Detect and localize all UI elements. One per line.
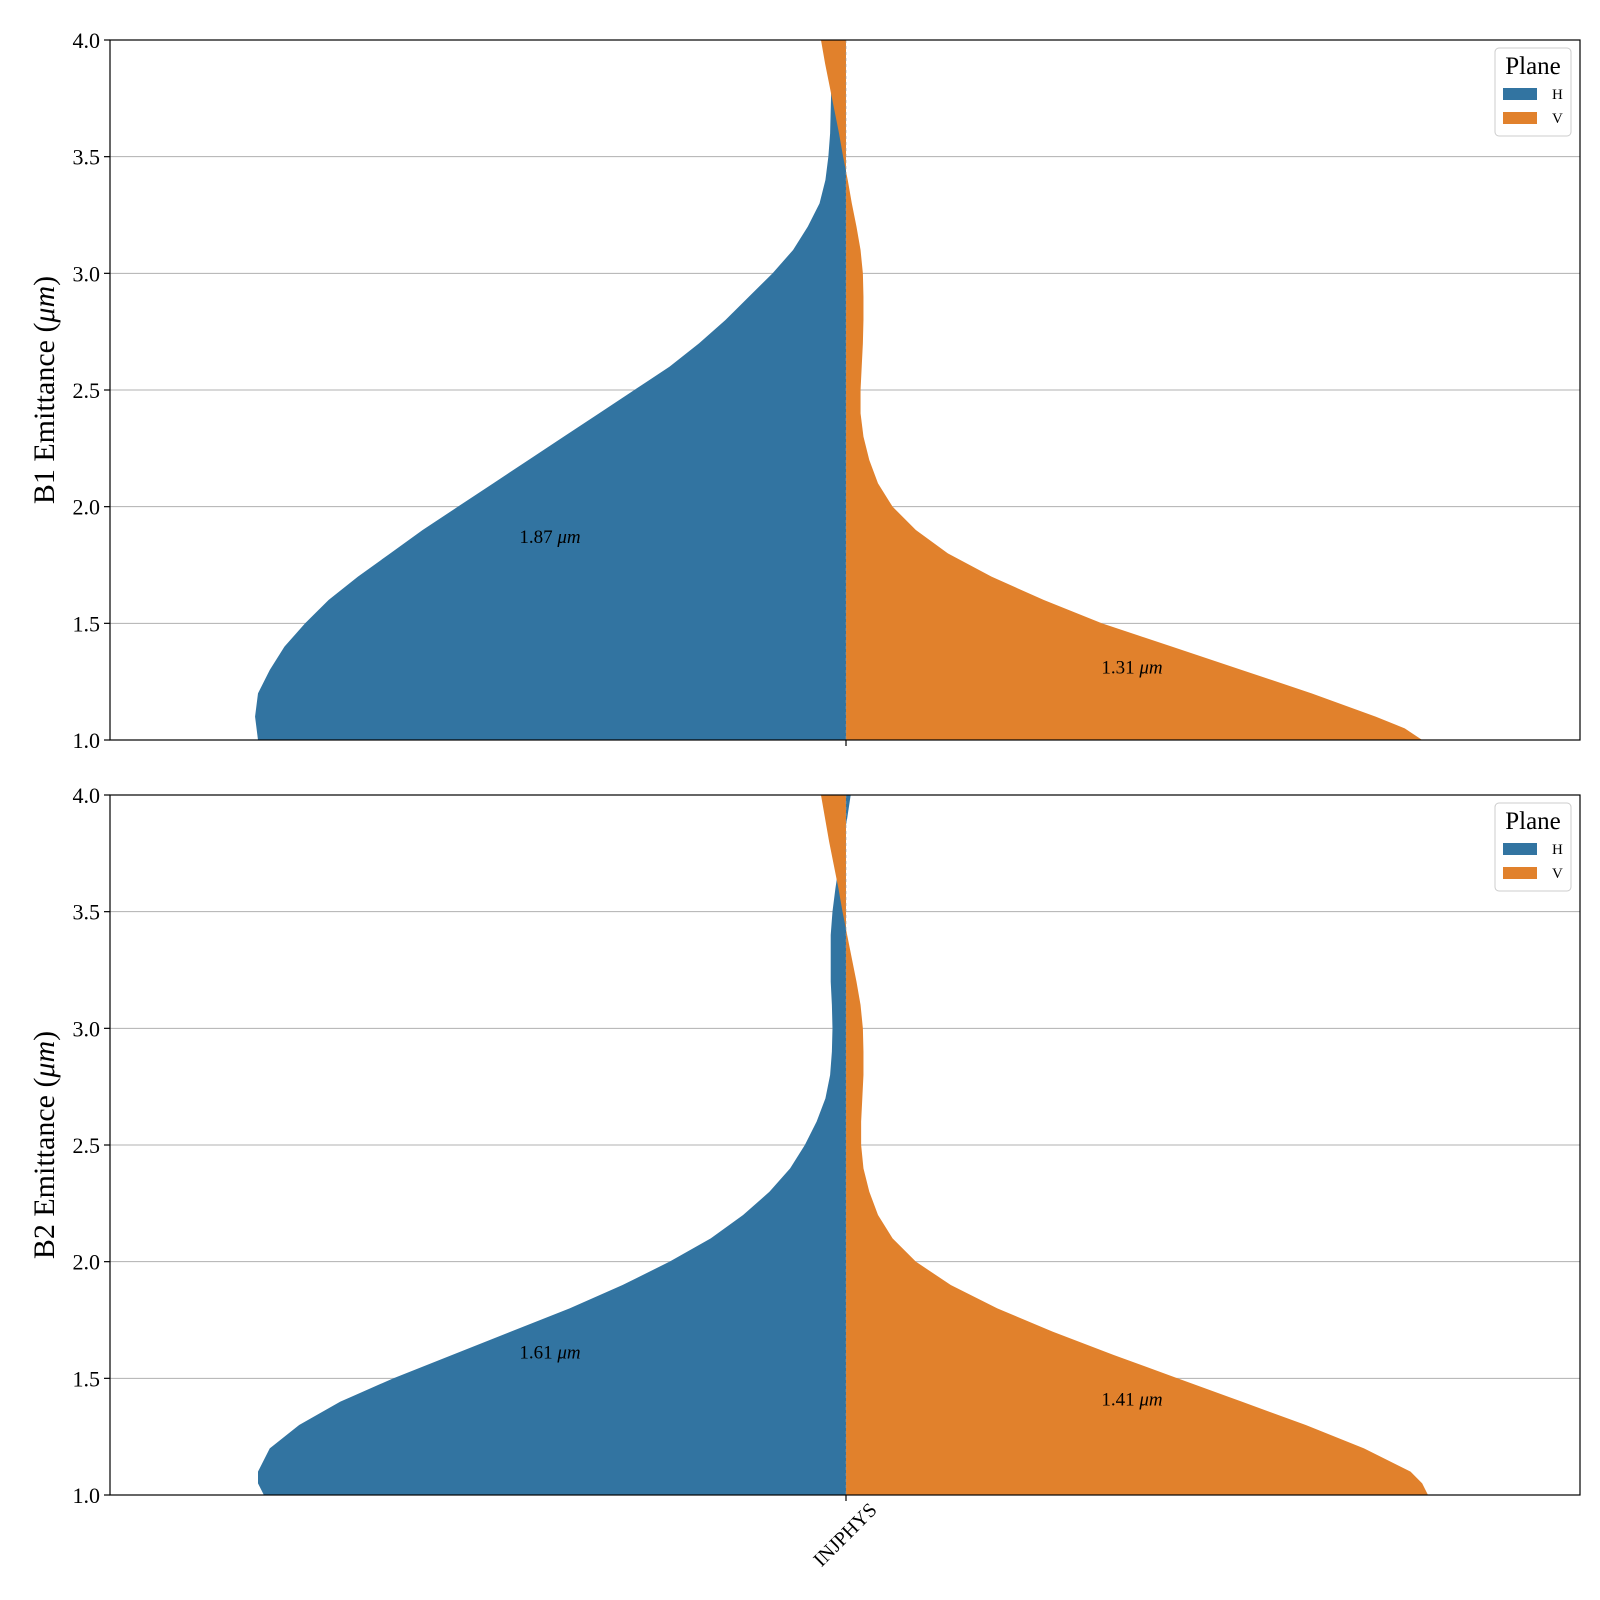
violin-half-h bbox=[258, 795, 851, 1495]
legend-title: Plane bbox=[1505, 53, 1561, 80]
violin-half-v bbox=[820, 40, 1423, 740]
annotation-h: 1.87 μm bbox=[519, 527, 580, 548]
annotation-v: 1.31 μm bbox=[1101, 658, 1162, 679]
violin-half-v bbox=[820, 795, 1428, 1495]
b1-emittance-panel: 1.87 μm1.31 μm1.01.52.02.53.03.54.0B1 Em… bbox=[28, 28, 1581, 753]
y-axis-label-suffix: ) bbox=[28, 276, 61, 286]
y-axis-label-unit: μm bbox=[28, 1041, 61, 1079]
y-tick-label: 3.5 bbox=[73, 900, 101, 925]
annotation-value: 1.31 bbox=[1101, 658, 1139, 679]
violin-group bbox=[255, 40, 1423, 740]
annotation-value: 1.41 bbox=[1101, 1389, 1139, 1410]
legend-swatch-h bbox=[1503, 843, 1537, 855]
legend-swatch-v bbox=[1503, 867, 1537, 879]
violin-half-h bbox=[255, 40, 846, 740]
y-axis-label-suffix: ) bbox=[28, 1031, 61, 1041]
y-axis-label-text: B1 Emittance ( bbox=[28, 323, 61, 505]
y-tick-label: 2.0 bbox=[73, 495, 101, 520]
legend-swatch-h bbox=[1503, 88, 1537, 100]
legend-label-h: H bbox=[1552, 842, 1563, 858]
legend: Plane HV bbox=[1494, 802, 1572, 892]
y-axis-label-unit: μm bbox=[28, 286, 61, 324]
legend-label-v: V bbox=[1552, 866, 1563, 882]
y-tick-label: 2.0 bbox=[73, 1250, 101, 1275]
y-tick-label: 2.5 bbox=[73, 1133, 101, 1158]
annotation-unit: μm bbox=[556, 527, 580, 548]
annotation-unit: μm bbox=[1138, 658, 1162, 679]
y-axis-label: B1 Emittance (μm) bbox=[28, 276, 61, 504]
y-tick-label: 2.5 bbox=[73, 378, 101, 403]
violin-group bbox=[258, 795, 1428, 1495]
y-tick-label: 1.0 bbox=[73, 728, 101, 753]
y-tick-label: 3.0 bbox=[73, 1016, 101, 1041]
y-tick-label: 4.0 bbox=[73, 783, 101, 808]
y-axis-label-text: B2 Emittance ( bbox=[28, 1078, 61, 1260]
legend: Plane HV bbox=[1494, 47, 1572, 137]
x-tick-label: INJPHYS bbox=[809, 1499, 881, 1571]
legend-title: Plane bbox=[1505, 808, 1561, 835]
legend-swatch-v bbox=[1503, 112, 1537, 124]
y-tick-label: 1.5 bbox=[73, 611, 101, 636]
legend-label-h: H bbox=[1552, 87, 1563, 103]
annotation-h: 1.61 μm bbox=[519, 1343, 580, 1364]
y-axis-label: B2 Emittance (μm) bbox=[28, 1031, 61, 1259]
annotation-unit: μm bbox=[556, 1343, 580, 1364]
legend-label-v: V bbox=[1552, 111, 1563, 127]
annotation-unit: μm bbox=[1138, 1389, 1162, 1410]
annotation-v: 1.41 μm bbox=[1101, 1389, 1162, 1410]
y-tick-label: 4.0 bbox=[73, 28, 101, 53]
y-tick-label: 3.0 bbox=[73, 261, 101, 286]
annotation-value: 1.61 bbox=[519, 1343, 557, 1364]
b2-emittance-panel: 1.61 μm1.41 μm1.01.52.02.53.03.54.0B2 Em… bbox=[28, 783, 1581, 1571]
y-tick-label: 1.5 bbox=[73, 1366, 101, 1391]
y-tick-label: 3.5 bbox=[73, 145, 101, 170]
y-tick-label: 1.0 bbox=[73, 1483, 101, 1508]
annotation-value: 1.87 bbox=[519, 527, 557, 548]
